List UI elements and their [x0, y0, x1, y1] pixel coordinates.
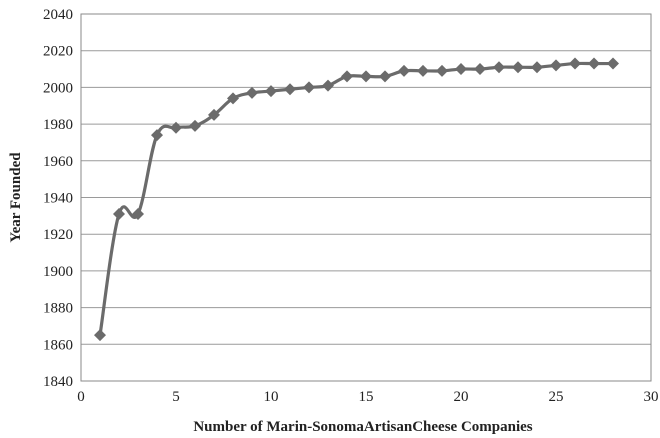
data-point-marker: [531, 61, 543, 74]
y-tick-label: 1900: [43, 264, 73, 280]
y-tick-label: 1860: [43, 337, 73, 353]
y-axis-title: Year Founded: [8, 152, 24, 243]
data-point-marker: [398, 64, 410, 77]
data-point-marker: [379, 70, 391, 83]
data-point-marker: [341, 70, 353, 83]
data-point-marker: [569, 57, 581, 70]
gridlines: [81, 50, 651, 345]
data-point-marker: [607, 57, 619, 70]
data-point-marker: [170, 121, 182, 134]
x-tick-labels: 0 5 10 15 20 25 30: [77, 389, 658, 405]
y-tick-label: 1960: [43, 154, 73, 170]
y-tick-label: 1920: [43, 227, 73, 243]
data-point-marker: [246, 86, 258, 99]
x-tick-label: 30: [644, 389, 659, 405]
data-point-marker: [132, 208, 144, 221]
x-tick-label: 0: [77, 389, 85, 405]
data-point-marker: [265, 85, 277, 98]
data-point-marker: [227, 92, 239, 105]
data-point-marker: [322, 79, 334, 92]
y-tick-label: 1880: [43, 301, 73, 317]
y-tick-label: 2020: [43, 44, 73, 60]
y-tick-label: 1840: [43, 374, 73, 390]
data-point-marker: [588, 57, 600, 70]
data-point-marker: [151, 129, 163, 142]
x-tick-label: 10: [264, 389, 279, 405]
data-point-marker: [303, 81, 315, 94]
data-point-marker: [512, 61, 524, 74]
data-point-marker: [493, 61, 505, 74]
data-point-marker: [550, 59, 562, 72]
x-tick-label: 5: [172, 389, 180, 405]
data-point-marker: [94, 329, 106, 342]
plot-area-frame: [80, 13, 652, 382]
data-point-marker: [436, 64, 448, 77]
data-point-marker: [113, 208, 125, 221]
series-layer: [94, 57, 619, 342]
x-tick-label: 25: [549, 389, 564, 405]
y-tick-label: 2000: [43, 80, 73, 96]
x-tick-label: 15: [359, 389, 374, 405]
y-tick-label: 1980: [43, 117, 73, 133]
data-point-marker: [455, 63, 467, 76]
data-point-marker: [189, 119, 201, 132]
data-point-marker: [208, 108, 220, 121]
y-tick-label: 1940: [43, 191, 73, 207]
data-point-marker: [360, 70, 372, 83]
x-axis-title: Number of Marin-SonomaArtisanCheese Comp…: [193, 419, 532, 435]
series-line: [98, 61, 613, 336]
y-tick-label: 2040: [43, 7, 73, 23]
y-tick-labels: 1840 1860 1880 1900 1920 1940 1960 1980 2000 2020…: [43, 7, 73, 390]
data-point-marker: [417, 64, 429, 77]
data-point-marker: [284, 83, 296, 96]
data-point-marker: [474, 63, 486, 76]
x-tick-label: 20: [454, 389, 469, 405]
